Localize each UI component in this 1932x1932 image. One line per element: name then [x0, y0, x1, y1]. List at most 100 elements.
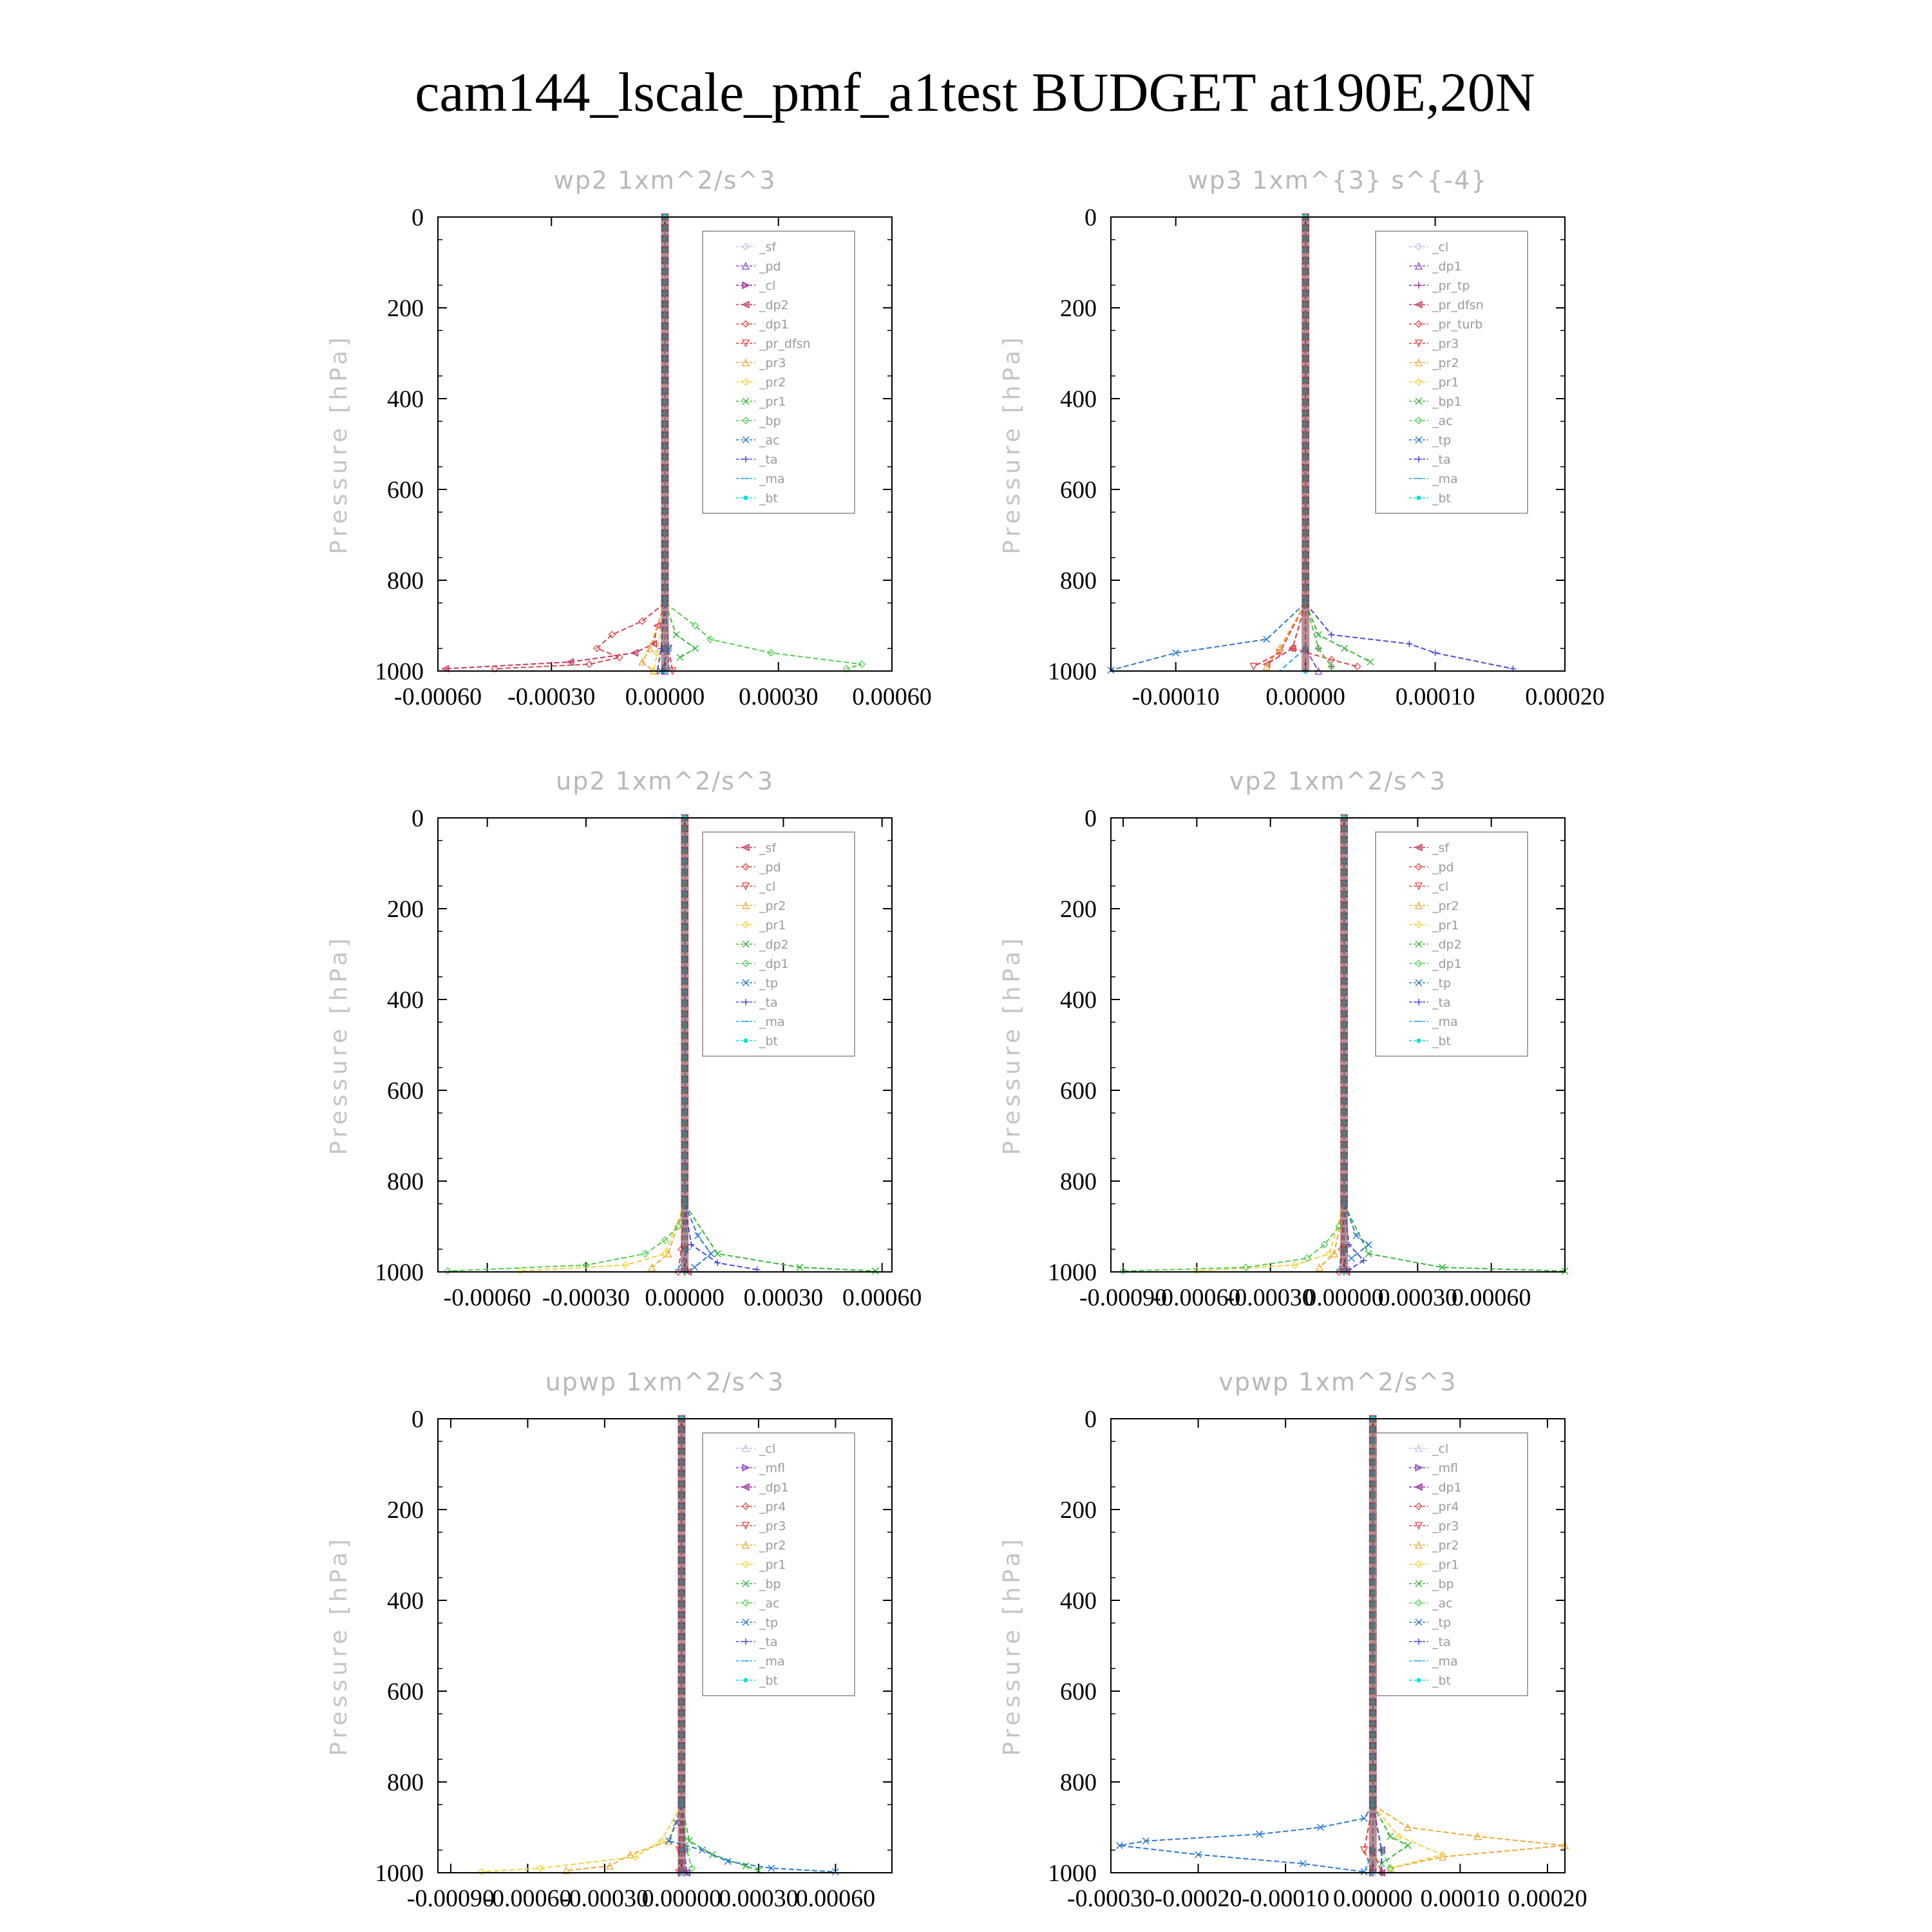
x-tick-label: -0.00060 — [394, 683, 482, 710]
x-tick-label: -0.00090 — [407, 1885, 495, 1912]
data-point — [768, 1864, 775, 1872]
data-point — [1172, 649, 1180, 657]
plot-frame — [437, 1418, 893, 1873]
data-point — [491, 665, 499, 673]
chart-panel-5: upwp 1xm^2/s^3 Pressure [hPa] 0 200 400 600 80… — [326, 1368, 893, 1912]
data-point — [444, 1267, 452, 1275]
data-point — [1263, 636, 1271, 643]
data-point — [1142, 1837, 1150, 1845]
legend-swatch-marker — [742, 378, 750, 386]
data-point — [621, 1261, 630, 1269]
x-tick-label: -0.00060 — [484, 1885, 571, 1912]
series-pr1 — [1193, 814, 1348, 1275]
legend-swatch-marker — [1416, 282, 1422, 289]
legend-label: _pr4 — [1432, 1500, 1459, 1514]
data-point — [1116, 1842, 1124, 1850]
legend-swatch-marker — [742, 320, 750, 328]
data-point — [688, 1864, 696, 1872]
legend-label: _pr1 — [759, 1558, 786, 1572]
data-point — [858, 660, 866, 668]
legend-swatch-marker — [743, 1678, 748, 1683]
data-point — [626, 1850, 634, 1859]
series-tp — [665, 1415, 839, 1876]
x-tick-label: 0.00000 — [645, 1284, 724, 1311]
legend-label: _pr3 — [1432, 337, 1459, 351]
y-tick-label: 800 — [387, 1769, 424, 1796]
data-point — [1328, 663, 1335, 670]
panel-title: vpwp 1xm^2/s^3 — [1218, 1368, 1457, 1396]
legend-label: _pr1 — [1432, 1558, 1459, 1572]
data-point — [1367, 658, 1374, 666]
y-axis-label: Pressure [hPa] — [999, 334, 1025, 554]
legend-label: _dp1 — [759, 1481, 789, 1495]
legend-label: _pr3 — [759, 1519, 786, 1533]
series-dp2 — [1340, 814, 1569, 1275]
legend-swatch-marker — [1415, 378, 1423, 386]
legend-swatch-marker — [1414, 882, 1423, 891]
y-tick-label: 800 — [1060, 1769, 1097, 1796]
data-point — [1327, 663, 1336, 670]
legend-label: _pr2 — [1432, 899, 1459, 913]
legend-swatch-marker — [742, 243, 750, 251]
x-tick-label: -0.00030 — [1067, 1885, 1155, 1912]
legend-swatch-marker — [741, 882, 750, 891]
legend-swatch-marker — [742, 397, 750, 405]
legend-label: _dp1 — [1432, 957, 1462, 971]
data-point — [871, 1267, 879, 1275]
data-point — [1341, 645, 1349, 652]
legend-swatch-marker — [741, 261, 750, 270]
data-point — [1378, 1860, 1385, 1868]
data-point — [1316, 1823, 1324, 1832]
legend-swatch-marker — [741, 843, 750, 852]
legend-label: _pr2 — [759, 899, 786, 913]
y-axis-label: Pressure [hPa] — [326, 334, 352, 554]
data-point — [441, 665, 450, 673]
legend-label: _ta — [1432, 453, 1451, 467]
plot-frame — [1110, 1418, 1566, 1873]
legend-swatch-marker — [1415, 1502, 1423, 1510]
legend-label: _ma — [759, 1654, 785, 1669]
legend-swatch-marker — [742, 1560, 750, 1568]
data-point — [1360, 1257, 1367, 1264]
legend-swatch-marker — [1415, 417, 1423, 424]
data-point — [649, 639, 658, 648]
legend-swatch-marker — [743, 1038, 748, 1043]
x-tick-label: -0.00060 — [444, 1284, 531, 1311]
series-dp1 — [444, 814, 689, 1275]
legend-label: _ta — [1432, 996, 1451, 1010]
series-line — [1305, 217, 1332, 667]
legend-label: _ta — [759, 996, 778, 1010]
series-pr1 — [516, 814, 689, 1275]
data-point — [674, 1268, 682, 1276]
data-point — [605, 1861, 614, 1870]
y-tick-label: 600 — [1060, 1077, 1097, 1104]
series-line — [1305, 217, 1320, 672]
series-line — [1372, 1419, 1383, 1873]
legend-swatch-marker — [742, 1618, 750, 1626]
y-tick-label: 400 — [1060, 987, 1097, 1014]
legend-box — [1375, 831, 1528, 1057]
legend-label: _cl — [1432, 240, 1448, 254]
x-tick-label: 0.00000 — [1304, 1284, 1384, 1311]
legend-swatch-marker — [1414, 1482, 1423, 1492]
legend-box — [1375, 1432, 1528, 1696]
data-point — [661, 1249, 669, 1258]
data-point — [674, 1222, 682, 1231]
x-tick-label: 0.00030 — [744, 1284, 824, 1311]
zero-profile-band — [1302, 217, 1310, 671]
data-point — [516, 1267, 524, 1275]
legend-swatch-marker — [1415, 320, 1423, 328]
figure-title: cam144_lscale_pmf_a1test BUDGET at190E,2… — [415, 61, 1535, 123]
y-tick-label: 0 — [412, 1406, 424, 1433]
data-point — [653, 649, 661, 657]
x-tick-label: -0.00030 — [507, 683, 595, 710]
x-tick-label: -0.00060 — [1153, 1284, 1240, 1311]
legend-swatch-marker — [742, 1580, 750, 1587]
legend-label: _ta — [1432, 1635, 1451, 1649]
legend-label: _dp1 — [1432, 1481, 1462, 1495]
legend-swatch-marker — [1416, 456, 1422, 462]
data-point — [630, 649, 639, 657]
data-point — [616, 653, 623, 661]
legend-label: _ac — [759, 433, 780, 448]
